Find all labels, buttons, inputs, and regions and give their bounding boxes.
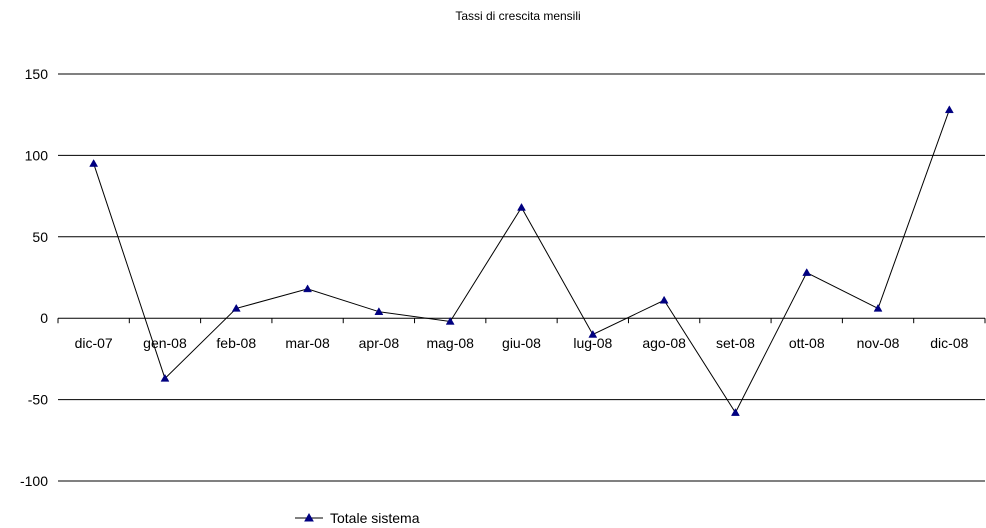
data-point <box>89 159 99 167</box>
data-point <box>802 268 812 276</box>
y-tick-label: 0 <box>40 310 48 326</box>
x-tick-label: mar-08 <box>285 335 330 351</box>
legend-label: Totale sistema <box>330 510 420 526</box>
data-point <box>374 307 384 315</box>
data-point <box>231 303 241 312</box>
data-point <box>944 105 954 114</box>
x-tick-label: ago-08 <box>642 335 686 351</box>
x-tick-label: lug-08 <box>573 335 612 351</box>
data-point <box>730 408 740 416</box>
x-tick-label: nov-08 <box>857 335 900 351</box>
x-tick-label: set-08 <box>716 335 755 351</box>
data-point <box>160 373 170 382</box>
legend: Totale sistema <box>295 510 420 526</box>
x-tick-label: feb-08 <box>216 335 256 351</box>
y-tick-label: -50 <box>28 392 48 408</box>
data-point <box>588 329 598 338</box>
series-group <box>89 105 954 416</box>
x-tick-label: dic-07 <box>75 335 113 351</box>
data-point <box>517 202 526 211</box>
x-tick-label: apr-08 <box>359 335 400 351</box>
y-tick-label: 50 <box>32 229 48 245</box>
data-point <box>659 295 669 304</box>
x-tick-label: gen-08 <box>143 335 187 351</box>
y-tick-label: 100 <box>25 147 49 163</box>
data-point <box>445 316 455 325</box>
x-tick-label: giu-08 <box>502 335 541 351</box>
gridlines <box>58 73 985 482</box>
data-point <box>303 284 313 293</box>
data-point <box>873 303 883 312</box>
y-axis: -100 -50 0 50 100 150 <box>20 66 48 489</box>
y-tick-label: -100 <box>20 473 48 489</box>
x-tick-label: dic-08 <box>930 335 968 351</box>
y-tick-label: 150 <box>25 66 49 82</box>
legend-marker <box>304 512 314 522</box>
x-tick-label: ott-08 <box>789 335 825 351</box>
chart-title: Tassi di crescita mensili <box>455 9 580 23</box>
x-tick-label: mag-08 <box>426 335 474 351</box>
